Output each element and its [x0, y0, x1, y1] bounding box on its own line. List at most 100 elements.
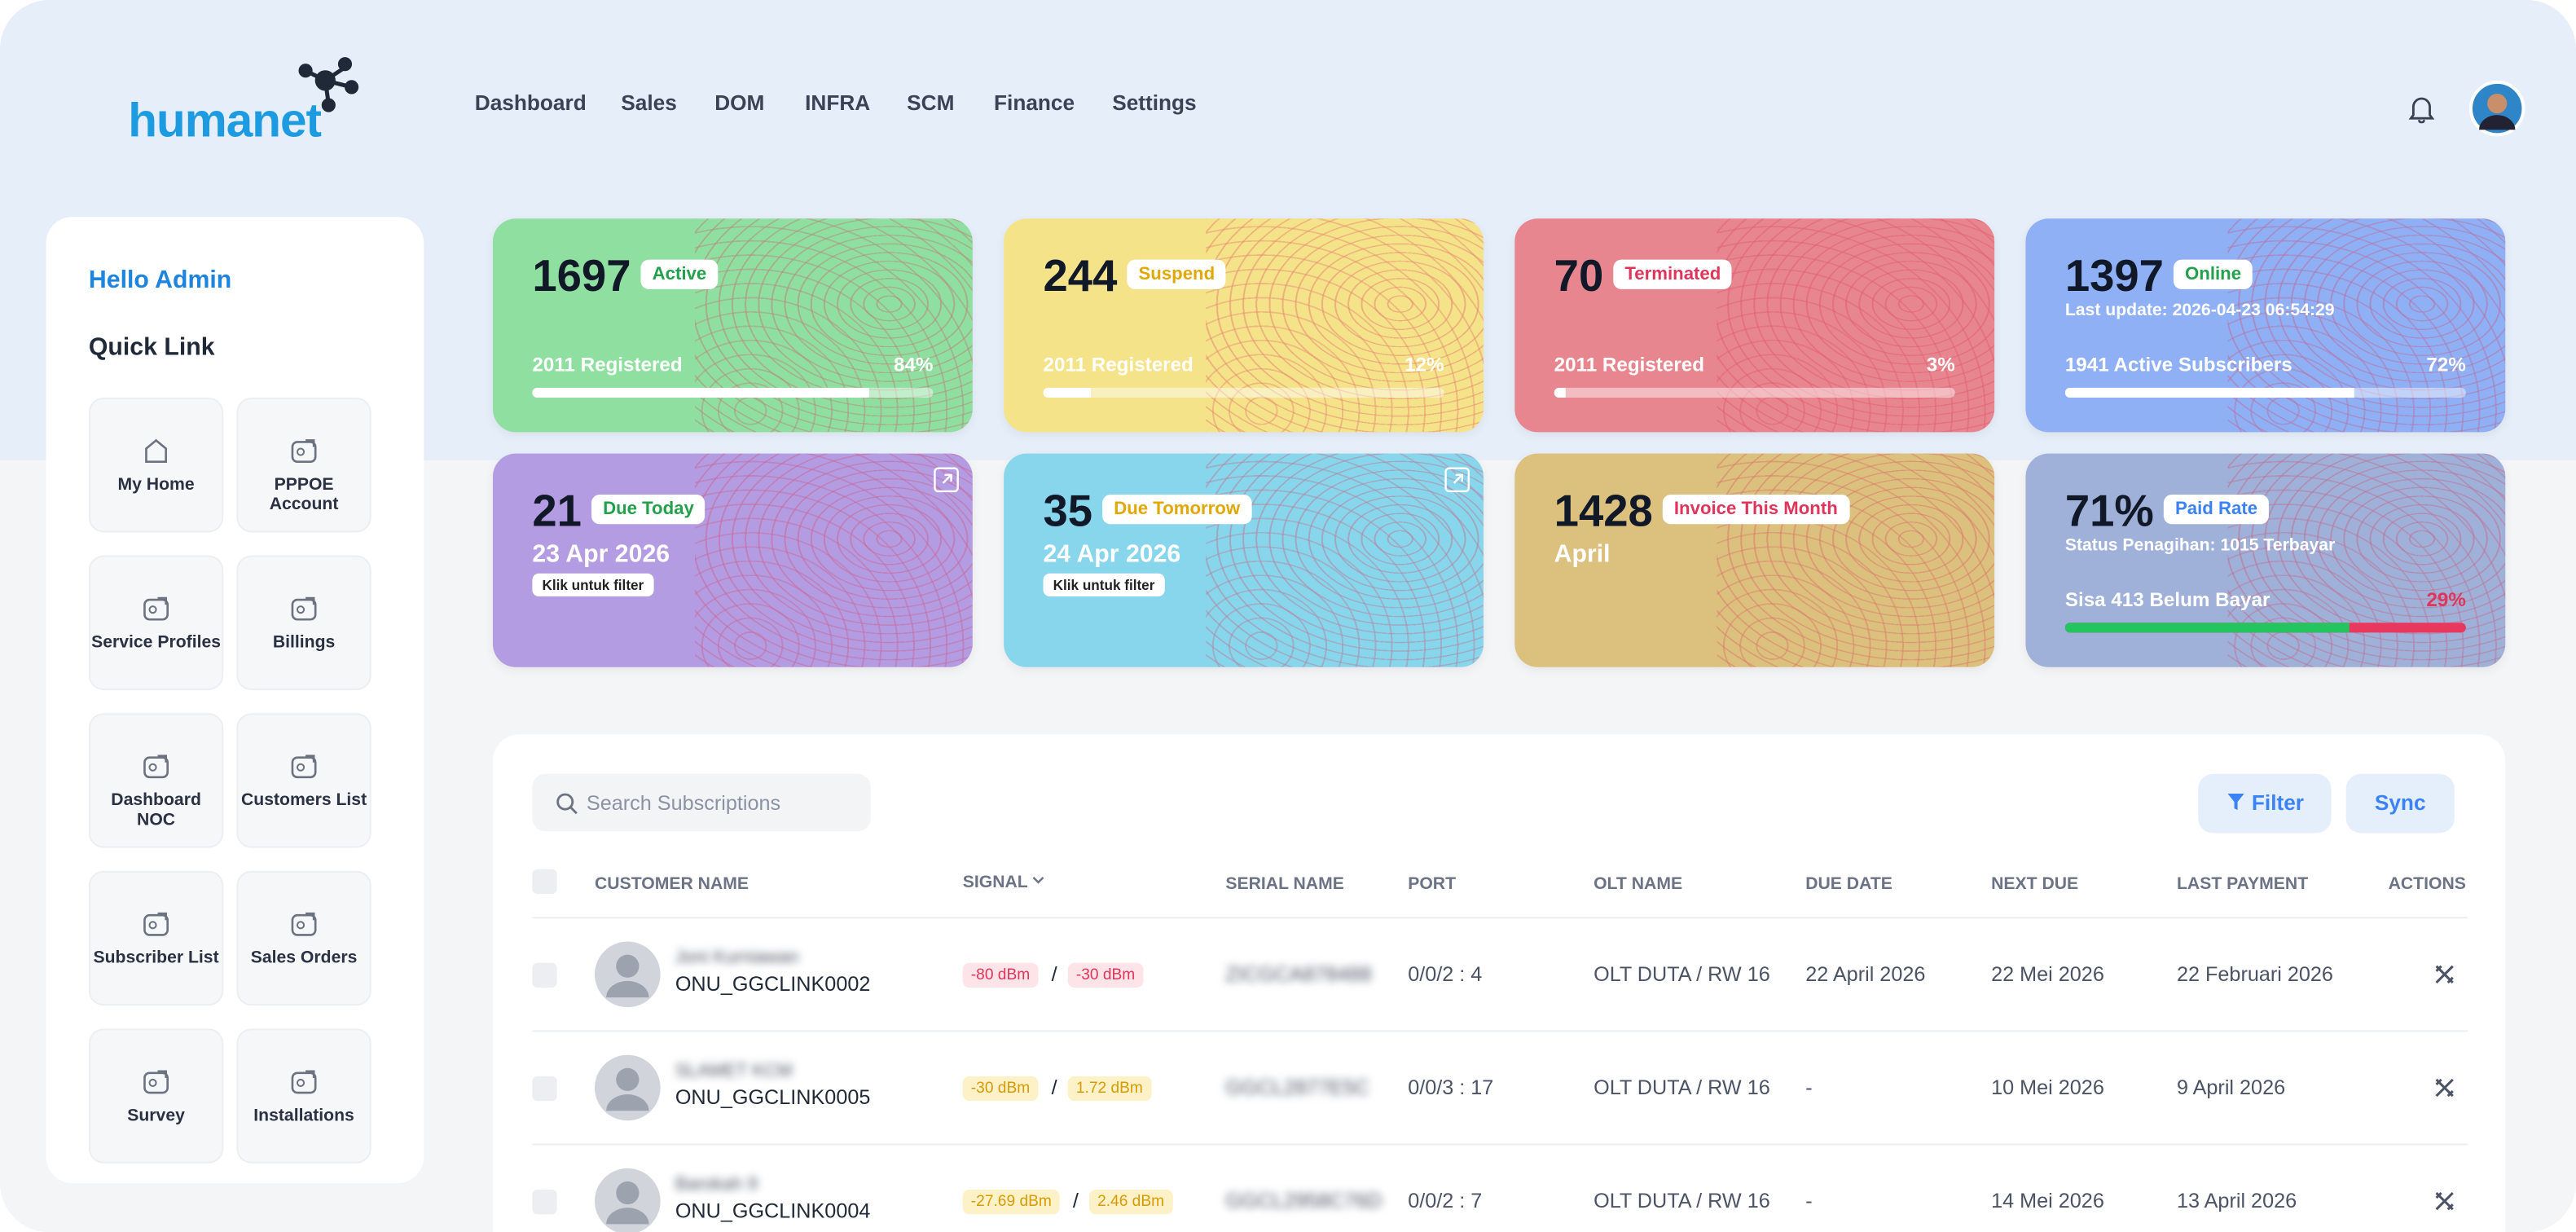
quick-link-tile[interactable]: Billings — [236, 555, 371, 690]
signal-tx: -30 dBm — [1067, 962, 1144, 988]
tile-label: My Home — [117, 474, 195, 495]
row-divider — [532, 1143, 2468, 1146]
tile-icon — [145, 438, 167, 463]
signal-separator: / — [1051, 1076, 1057, 1100]
nav-item[interactable]: Sales — [621, 90, 677, 116]
search-box[interactable]: Search Subscriptions — [532, 773, 871, 832]
card-date: 23 Apr 2026 — [532, 540, 670, 569]
nav-item[interactable]: DOM — [714, 90, 765, 116]
customer-name: Barokah 9 — [675, 1174, 758, 1195]
open-icon — [934, 467, 959, 493]
progress-fill — [2064, 623, 2350, 633]
cell: OLT DUTA / RW 16 — [1594, 1076, 1770, 1100]
column-header: SERIAL NAME — [1225, 873, 1344, 895]
filter-button[interactable]: Filter — [2198, 773, 2332, 834]
nav-item[interactable]: INFRA — [805, 90, 871, 116]
cell: 0/0/3 : 17 — [1408, 1076, 1494, 1100]
action-icon[interactable] — [2433, 1076, 2456, 1099]
action-icon[interactable] — [2433, 963, 2456, 986]
card-pattern — [2227, 453, 2506, 667]
card-footer: 2011 Registered — [1043, 353, 1193, 376]
quick-link-tile[interactable]: Sales Orders — [236, 870, 371, 1006]
tile-label: Subscriber List — [93, 948, 219, 968]
user-avatar[interactable] — [2468, 80, 2525, 137]
header-divider — [532, 917, 2468, 919]
sync-button[interactable]: Sync — [2345, 773, 2455, 834]
cell: 22 Februari 2026 — [2176, 962, 2333, 986]
column-header: PORT — [1408, 873, 1457, 895]
card-value: 71% — [2064, 486, 2154, 536]
cell: 0/0/2 : 4 — [1408, 962, 1483, 986]
card-pattern — [2227, 218, 2506, 433]
select-all-checkbox[interactable] — [532, 869, 557, 895]
cell: 22 Mei 2026 — [1991, 962, 2104, 986]
quick-link-tile[interactable]: Service Profiles — [88, 555, 224, 690]
logo-icon — [298, 57, 359, 112]
action-icon[interactable] — [2433, 1190, 2456, 1212]
tile-icon — [143, 912, 169, 936]
nav-item[interactable]: Dashboard — [474, 90, 587, 116]
card-badge: Active — [640, 259, 719, 289]
nav-item[interactable]: SCM — [907, 90, 955, 116]
row-checkbox[interactable] — [532, 1190, 557, 1215]
cell: 13 April 2026 — [2176, 1190, 2297, 1213]
card-pattern — [694, 453, 973, 667]
progress-track — [1554, 387, 1955, 398]
progress-fill — [532, 387, 869, 398]
card-percent: 12% — [1404, 353, 1444, 376]
nav-item[interactable]: Settings — [1112, 90, 1197, 116]
column-header: OLT NAME — [1594, 873, 1683, 895]
quick-link-tile[interactable]: Installations — [236, 1028, 371, 1164]
row-checkbox[interactable] — [532, 1076, 557, 1102]
column-header: ACTIONS — [2388, 873, 2466, 895]
quick-link-tile[interactable]: Subscriber List — [88, 870, 224, 1006]
filter-chip[interactable]: Klik untuk filter — [532, 573, 654, 597]
filter-chip[interactable]: Klik untuk filter — [1043, 573, 1165, 597]
row-checkbox[interactable] — [532, 962, 557, 988]
card-value: 1397 — [2064, 251, 2164, 301]
tile-label: Installations — [253, 1106, 354, 1126]
card-footer: Sisa 413 Belum Bayar — [2064, 587, 2270, 612]
customer-name: SLAMET KCM — [675, 1061, 793, 1081]
progress-fill — [1554, 387, 1567, 398]
stat-card: 71% Paid Rate Status Penagihan: 1015 Terba… — [2025, 453, 2506, 667]
tile-label: Billings — [272, 632, 336, 653]
stat-card: 244 Suspend 2011 Registered 12% — [1004, 218, 1484, 433]
quick-link-tile[interactable]: Survey — [88, 1028, 224, 1164]
card-percent: 3% — [1926, 353, 1955, 376]
quick-link-tile[interactable]: Dashboard NOC — [88, 713, 224, 848]
card-badge: Due Today — [591, 494, 706, 525]
cell: 14 Mei 2026 — [1991, 1190, 2104, 1213]
column-header: NEXT DUE — [1991, 873, 2079, 895]
quick-link-tile[interactable]: My Home — [88, 398, 224, 533]
card-badge: Online — [2173, 259, 2253, 289]
search-icon — [556, 793, 578, 815]
tile-label: Service Profiles — [91, 632, 222, 653]
onu-name: ONU_GGCLINK0004 — [675, 1199, 871, 1223]
column-header[interactable]: SIGNAL — [962, 872, 1028, 893]
quick-link-tile[interactable]: PPPOE Account — [236, 398, 371, 533]
table-panel: Search Subscriptions Filter Sync CUSTOMER N… — [492, 734, 2506, 1232]
stat-card[interactable]: 35 Due Tomorrow 24 Apr 2026 Klik untuk filt… — [1004, 453, 1484, 667]
nav-item[interactable]: Finance — [994, 90, 1075, 116]
tile-icon — [291, 912, 317, 936]
signal-tx: 1.72 dBm — [1067, 1076, 1151, 1102]
notification-bell[interactable] — [2407, 94, 2436, 124]
tile-icon — [291, 439, 317, 463]
card-value: 35 — [1043, 486, 1093, 536]
progress-track — [532, 387, 934, 398]
signal-separator: / — [1051, 962, 1057, 986]
serial-name: GGCL2877E5C — [1225, 1076, 1369, 1100]
card-percent: 84% — [893, 353, 934, 376]
card-badge: Invoice This Month — [1662, 494, 1849, 525]
signal-tx: 2.46 dBm — [1088, 1190, 1173, 1215]
customer-avatar — [595, 1054, 661, 1121]
stat-card[interactable]: 21 Due Today 23 Apr 2026 Klik untuk filter — [492, 453, 973, 667]
column-header: LAST PAYMENT — [2176, 873, 2309, 895]
onu-name: ONU_GGCLINK0005 — [675, 1085, 871, 1110]
quick-link-tile[interactable]: Customers List — [236, 713, 371, 848]
card-footer: 1941 Active Subscribers — [2064, 353, 2292, 376]
signal-rx: -80 dBm — [962, 962, 1039, 988]
card-pattern — [1716, 218, 1995, 433]
card-percent: 29% — [2426, 587, 2466, 612]
